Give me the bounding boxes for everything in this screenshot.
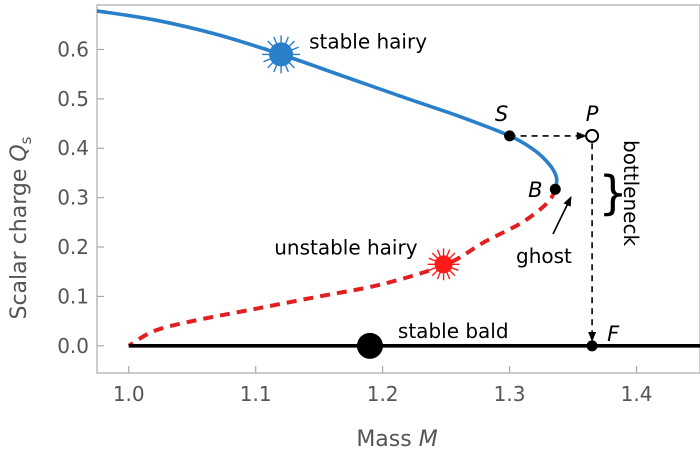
y-tick-label: 0.5	[57, 87, 89, 111]
x-tick-label: 1.3	[494, 382, 526, 406]
markers-group: stable hairy unstable hairy stable bald	[262, 29, 509, 359]
point-F	[586, 340, 598, 352]
marker-disk-2	[356, 332, 383, 359]
y-axis-label: Scalar charge Qs	[7, 136, 35, 319]
plot-frame	[96, 4, 700, 374]
ghost-label: ghost	[516, 244, 572, 268]
point-B	[549, 183, 561, 195]
series-line-0	[96, 9, 559, 190]
x-axis-label: Mass M	[356, 427, 437, 452]
x-tick-label: 1.0	[113, 382, 145, 406]
point-P	[585, 128, 600, 143]
x-tick-label: 1.1	[240, 382, 272, 406]
marker-label-1: unstable hairy	[274, 235, 417, 259]
y-tick-label: 0.2	[57, 235, 89, 259]
points-group: S P B F	[495, 102, 620, 352]
point-label-P: P	[586, 102, 599, 126]
ghost-arrow	[552, 196, 572, 235]
series-group	[96, 9, 700, 348]
y-tick-label: 0.1	[57, 284, 89, 308]
marker-burst-1	[427, 248, 460, 281]
marker-label-0: stable hairy	[309, 29, 427, 53]
marker-burst-0	[262, 35, 301, 74]
y-tick-label: 0.3	[57, 186, 89, 210]
arrows-group	[509, 131, 597, 342]
marker-disk	[434, 255, 453, 274]
y-tick-label: 0.6	[57, 37, 89, 61]
axis-ticks: 1.0 1.1 1.2 1.3 1.4 0.0 0.1 0.2 0.3 0.4 0.5 0.6	[57, 37, 652, 406]
y-tick-label: 0.4	[57, 136, 89, 160]
point-S	[504, 130, 516, 142]
x-tick-label: 1.4	[621, 382, 653, 406]
x-tick-label: 1.2	[367, 382, 399, 406]
series-line-1	[127, 188, 558, 348]
y-tick-label: 0.0	[57, 334, 89, 358]
point-label-B: B	[528, 178, 542, 202]
marker-disk	[269, 42, 294, 67]
point-label-F: F	[607, 322, 620, 346]
plot-border	[96, 4, 700, 374]
bottleneck-brace: }	[598, 166, 627, 220]
marker-label-2: stable bald	[398, 319, 509, 343]
bottleneck-label: bottleneck	[619, 140, 643, 246]
point-label-S: S	[495, 102, 508, 126]
